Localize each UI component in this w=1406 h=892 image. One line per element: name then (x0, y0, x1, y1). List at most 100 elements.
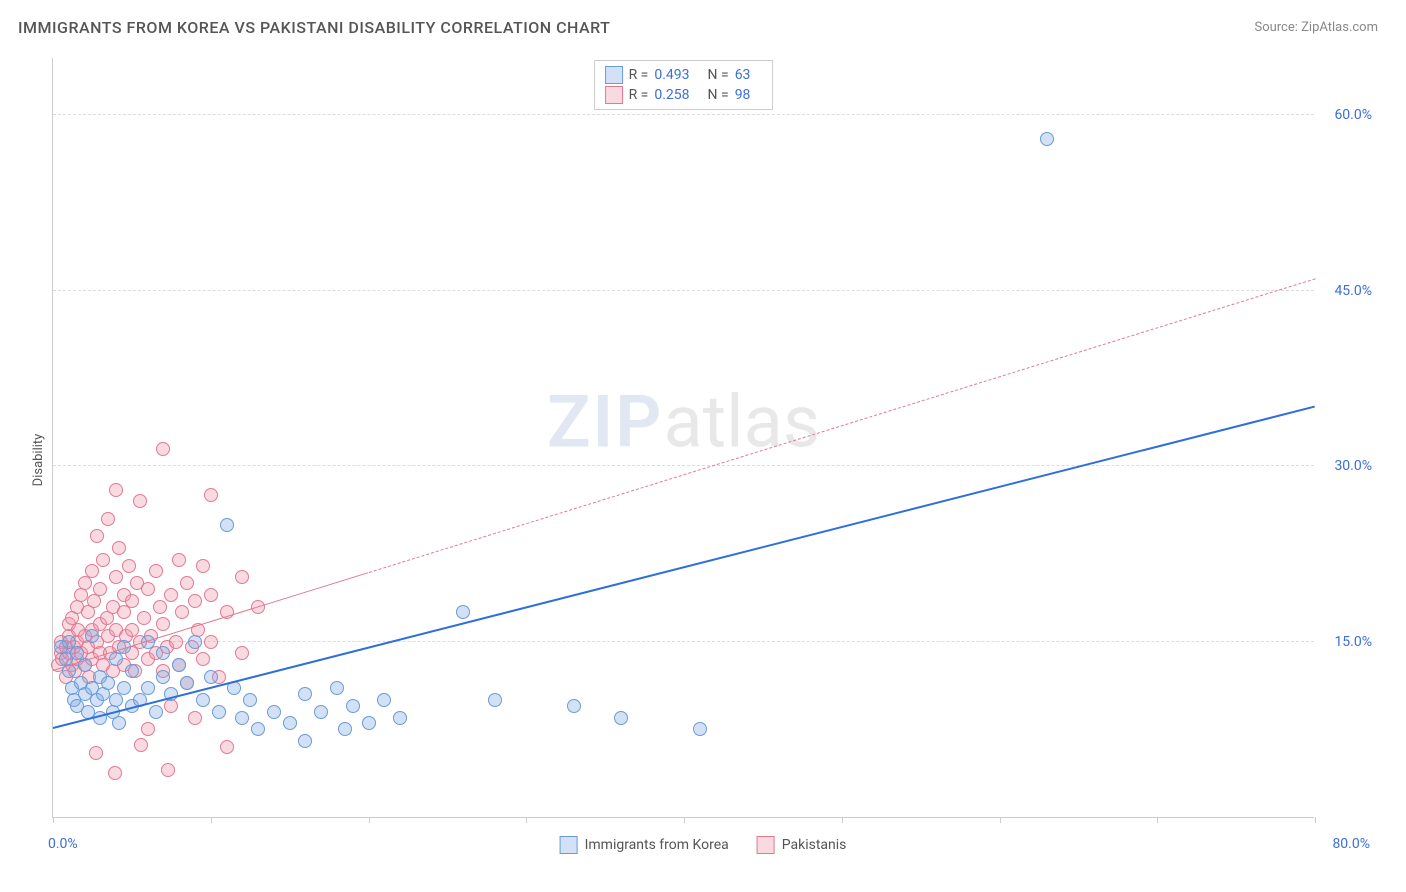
chart-title: IMMIGRANTS FROM KOREA VS PAKISTANI DISAB… (18, 18, 610, 37)
data-point-pakistani (204, 635, 218, 649)
data-point-pakistani (204, 488, 218, 502)
data-point-pakistani (180, 576, 194, 590)
data-point-korea (338, 722, 352, 736)
x-tick (53, 817, 54, 823)
data-point-pakistani (196, 559, 210, 573)
x-tick (211, 817, 212, 823)
data-point-korea (298, 687, 312, 701)
legend-swatch-korea (560, 836, 578, 854)
correlation-stats-box: R =0.493N =63R =0.258N =98 (594, 60, 774, 110)
y-tick-label: 45.0% (1334, 283, 1372, 299)
data-point-pakistani (172, 553, 186, 567)
data-point-korea (156, 670, 170, 684)
trend-line (368, 278, 1315, 573)
data-point-pakistani (153, 600, 167, 614)
x-axis-max-label: 80.0% (1332, 836, 1370, 852)
n-value: 63 (735, 67, 751, 83)
data-point-pakistani (117, 605, 131, 619)
data-point-pakistani (112, 541, 126, 555)
x-tick (1000, 817, 1001, 823)
data-point-korea (156, 646, 170, 660)
data-point-korea (235, 711, 249, 725)
legend-label: Pakistanis (782, 837, 847, 853)
legend-label: Immigrants from Korea (585, 837, 729, 853)
data-point-korea (109, 652, 123, 666)
data-point-pakistani (235, 570, 249, 584)
swatch-korea (605, 66, 623, 84)
plot-area: ZIPatlas R =0.493N =63R =0.258N =98 15.0… (52, 58, 1314, 818)
data-point-pakistani (196, 652, 210, 666)
n-label: N = (708, 67, 729, 83)
legend-item-korea: Immigrants from Korea (560, 836, 729, 854)
y-tick-label: 30.0% (1334, 458, 1372, 474)
data-point-korea (125, 664, 139, 678)
watermark: ZIPatlas (547, 380, 820, 465)
y-axis-label: Disability (31, 434, 46, 487)
data-point-pakistani (133, 494, 147, 508)
data-point-pakistani (137, 611, 151, 625)
data-point-korea (85, 629, 99, 643)
data-point-pakistani (108, 766, 122, 780)
gridline-h (53, 465, 1314, 466)
data-point-korea (212, 705, 226, 719)
data-point-korea (1040, 132, 1054, 146)
data-point-pakistani (141, 722, 155, 736)
data-point-korea (101, 676, 115, 690)
gridline-h (53, 641, 1314, 642)
data-point-pakistani (93, 582, 107, 596)
data-point-korea (112, 716, 126, 730)
data-point-korea (314, 705, 328, 719)
data-point-pakistani (109, 570, 123, 584)
data-point-korea (251, 722, 265, 736)
data-point-korea (283, 716, 297, 730)
x-tick (842, 817, 843, 823)
y-tick-label: 60.0% (1334, 107, 1372, 123)
source-credit: Source: ZipAtlas.com (1254, 20, 1378, 35)
r-label: R = (629, 87, 649, 103)
r-value: 0.258 (654, 87, 689, 103)
data-point-korea (362, 716, 376, 730)
data-point-pakistani (96, 553, 110, 567)
data-point-pakistani (169, 635, 183, 649)
data-point-pakistani (175, 605, 189, 619)
data-point-korea (188, 635, 202, 649)
x-tick (684, 817, 685, 823)
x-tick (1315, 817, 1316, 823)
data-point-pakistani (220, 740, 234, 754)
data-point-korea (346, 699, 360, 713)
data-point-korea (243, 693, 257, 707)
legend-item-pakistani: Pakistanis (757, 836, 847, 854)
data-point-korea (204, 670, 218, 684)
data-point-pakistani (188, 594, 202, 608)
data-point-korea (149, 705, 163, 719)
x-axis-legend: Immigrants from Korea Pakistanis (560, 836, 847, 854)
stats-row-pakistani: R =0.258N =98 (605, 85, 763, 105)
data-point-korea (693, 722, 707, 736)
gridline-h (53, 114, 1314, 115)
chart-header: IMMIGRANTS FROM KOREA VS PAKISTANI DISAB… (0, 0, 1406, 47)
data-point-korea (456, 605, 470, 619)
data-point-pakistani (235, 646, 249, 660)
data-point-pakistani (204, 588, 218, 602)
swatch-pakistani (605, 86, 623, 104)
x-tick (526, 817, 527, 823)
data-point-pakistani (78, 576, 92, 590)
data-point-korea (196, 693, 210, 707)
data-point-korea (141, 681, 155, 695)
gridline-h (53, 290, 1314, 291)
data-point-pakistani (90, 529, 104, 543)
legend-swatch-pakistani (757, 836, 775, 854)
data-point-korea (117, 681, 131, 695)
data-point-pakistani (85, 564, 99, 578)
data-point-korea (614, 711, 628, 725)
data-point-pakistani (161, 763, 175, 777)
data-point-pakistani (149, 564, 163, 578)
data-point-pakistani (188, 711, 202, 725)
data-point-korea (267, 705, 281, 719)
r-value: 0.493 (654, 67, 689, 83)
data-point-pakistani (141, 582, 155, 596)
watermark-atlas: atlas (663, 380, 820, 465)
chart-container: Disability ZIPatlas R =0.493N =63R =0.25… (18, 50, 1388, 870)
data-point-korea (172, 658, 186, 672)
data-point-korea (330, 681, 344, 695)
